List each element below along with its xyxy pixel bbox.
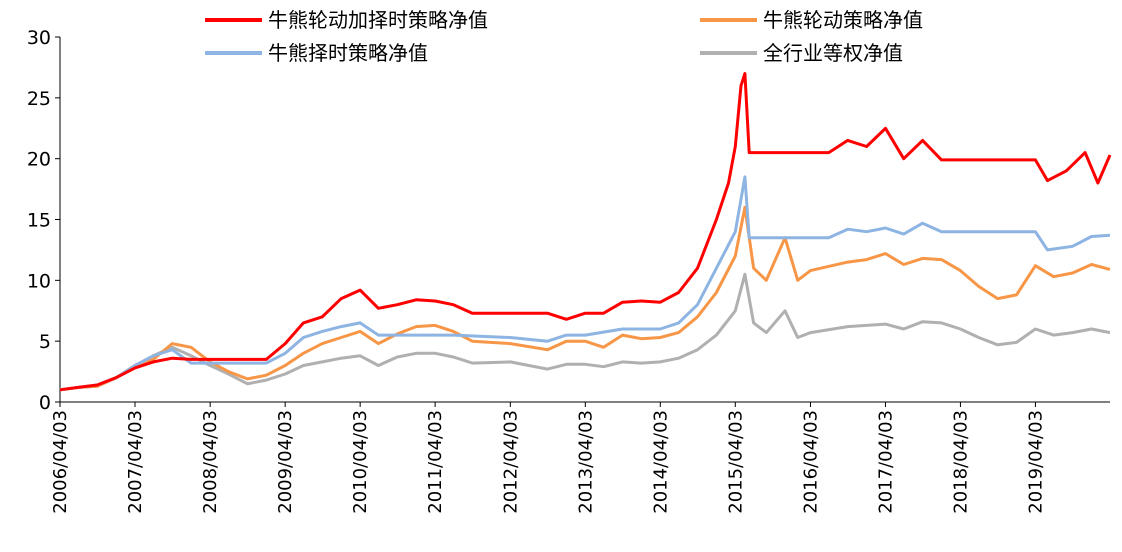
x-tick-label: 2006/04/03 — [50, 410, 71, 514]
legend-item: 牛熊择时策略净值 — [205, 41, 428, 65]
x-tick-label: 2016/04/03 — [800, 410, 821, 514]
legend-label: 牛熊择时策略净值 — [268, 41, 428, 65]
x-tick-label: 2012/04/03 — [500, 410, 521, 514]
x-tick-label: 2008/04/03 — [200, 410, 221, 514]
y-tick-label: 20 — [27, 149, 51, 171]
y-tick-label: 10 — [27, 270, 51, 292]
y-tick-label: 5 — [39, 331, 51, 353]
legend-item: 牛熊轮动策略净值 — [700, 8, 923, 32]
series-line — [59, 175, 1111, 392]
x-tick-label: 2015/04/03 — [725, 410, 746, 514]
axes: 0 5 10 15 20 25 30 2006/04/03 2007/04/03 2008/04/… — [27, 27, 1110, 514]
legend-label: 牛熊轮动策略净值 — [763, 8, 923, 32]
legend: 牛熊轮动加择时策略净值 牛熊轮动策略净值 牛熊择时策略净值 全行业等权净值 — [205, 8, 923, 65]
y-tick-label: 25 — [27, 88, 51, 110]
legend-label: 牛熊轮动加择时策略净值 — [268, 8, 488, 32]
y-tick-label: 30 — [27, 27, 51, 49]
series-layer — [59, 72, 1112, 392]
x-tick-label: 2019/04/03 — [1025, 410, 1046, 514]
y-tick-label: 15 — [27, 210, 51, 232]
series-line — [59, 205, 1111, 392]
x-tick-label: 2018/04/03 — [950, 410, 971, 514]
x-tick-label: 2013/04/03 — [575, 410, 596, 514]
legend-label: 全行业等权净值 — [763, 41, 903, 65]
x-tick-label: 2010/04/03 — [350, 410, 371, 514]
series-line — [59, 72, 1112, 392]
x-tick-label: 2009/04/03 — [275, 410, 296, 514]
y-tick-label: 0 — [39, 392, 51, 414]
x-tick-label: 2007/04/03 — [125, 410, 146, 514]
legend-item: 全行业等权净值 — [700, 41, 903, 65]
x-tick-label: 2017/04/03 — [875, 410, 896, 514]
legend-item: 牛熊轮动加择时策略净值 — [205, 8, 488, 32]
series-line — [59, 272, 1111, 392]
x-tick-label: 2011/04/03 — [425, 410, 446, 514]
x-tick-label: 2014/04/03 — [650, 410, 671, 514]
